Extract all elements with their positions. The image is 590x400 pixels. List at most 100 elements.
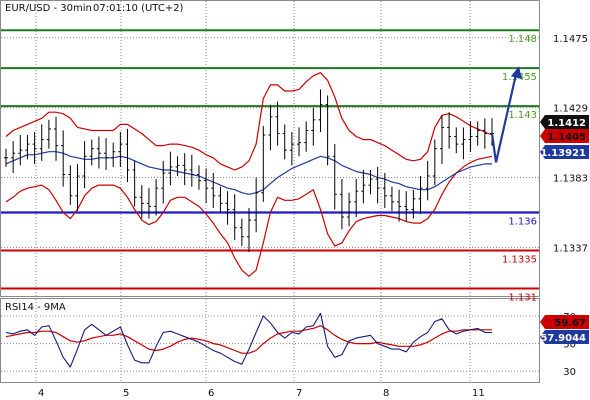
price-bar (118, 131, 123, 167)
price-bar (239, 218, 244, 246)
price-bar (154, 179, 159, 216)
price-bar (182, 153, 187, 186)
price-bar (432, 139, 437, 186)
rsi-lines (5, 312, 492, 368)
level-label: 1.136 (508, 216, 537, 227)
price-bar (3, 148, 9, 167)
price-bar (475, 121, 480, 146)
price-bar (397, 189, 402, 222)
price-bar (318, 89, 323, 132)
rsi-panel-title: RSI14 - 9MA (5, 302, 66, 313)
price-bar (339, 179, 344, 230)
x-tick-label: 5 (123, 388, 129, 399)
price-bar (325, 95, 330, 166)
price-bar (196, 165, 201, 190)
price-bar (225, 191, 230, 225)
price-bar (189, 154, 194, 187)
price-bar (146, 188, 151, 219)
rsi-tick-label: 30 (563, 367, 576, 378)
price-bar (254, 177, 259, 233)
svg-text:57.9044: 57.9044 (540, 333, 586, 344)
price-bar (418, 176, 423, 215)
x-tick-label: 6 (208, 388, 214, 399)
level-label: 1.143 (508, 110, 537, 121)
price-bar (125, 128, 130, 183)
price-bar (46, 119, 51, 149)
bollinger-upper-line (5, 72, 493, 171)
price-tag: 1.1412 (540, 115, 589, 129)
price-tick-label: 1.1337 (553, 243, 588, 254)
ma-tag: 1.13921 (540, 145, 589, 159)
price-bar (96, 136, 101, 169)
price-bar (82, 141, 87, 189)
rsi-tag: 57.9044 (540, 330, 589, 344)
price-bar (232, 194, 237, 240)
price-bar (347, 192, 352, 227)
price-bar (368, 169, 373, 195)
x-tick-label: 11 (472, 388, 485, 399)
price-bar (268, 104, 273, 151)
price-bar (382, 172, 387, 208)
price-bar (311, 107, 316, 146)
price-bar (447, 112, 452, 149)
price-tick-label: 1.1383 (553, 174, 588, 185)
price-bar (246, 207, 252, 252)
price-bar (439, 115, 444, 164)
price-bar (297, 127, 302, 157)
svg-text:59.67: 59.67 (554, 318, 586, 329)
price-bar (289, 131, 294, 166)
price-bar (18, 135, 23, 166)
price-bar (139, 185, 144, 219)
price-bar (282, 124, 287, 160)
price-bar (482, 118, 487, 149)
price-bar (204, 168, 209, 204)
price-bar (211, 172, 216, 208)
price-bar (275, 101, 280, 146)
bollinger-bands (5, 72, 493, 277)
price-tick-label: 1.1475 (553, 34, 588, 45)
price-bar (11, 141, 16, 173)
price-bar (54, 116, 59, 161)
price-bar (411, 189, 416, 219)
bollinger-tag: 1.1405 (540, 129, 589, 143)
price-bar (61, 130, 66, 187)
price-bar (104, 138, 109, 170)
price-bar (361, 169, 366, 204)
price-bar (168, 151, 173, 186)
price-bar (454, 127, 459, 154)
price-bar (218, 186, 223, 213)
rsi-line (5, 312, 492, 368)
rsi-panel-frame (0, 298, 540, 383)
moving-average-line (5, 151, 492, 195)
price-bar (161, 160, 166, 204)
price-bar (68, 165, 73, 205)
chart-timestamp: 07:01:10 (UTC+2) (93, 3, 184, 14)
level-label: 1.131 (508, 292, 537, 303)
price-bar (354, 179, 359, 218)
rsi-ma-tag: 59.67 (540, 315, 589, 329)
x-tick-label: 8 (383, 388, 389, 399)
price-bar (425, 160, 430, 201)
price-bar (111, 142, 116, 167)
price-bar (375, 166, 380, 204)
price-bar (261, 125, 266, 202)
price-bar (404, 191, 409, 222)
price-bar (25, 135, 30, 160)
price-bar (332, 144, 337, 210)
price-bar (304, 121, 309, 152)
price-bar (132, 160, 137, 207)
price-bar (32, 131, 37, 164)
forecast-arrow-head (511, 66, 522, 80)
x-tick-label: 7 (296, 388, 302, 399)
level-label: 1.148 (508, 34, 537, 45)
price-bar (175, 156, 180, 177)
level-label: 1.1335 (502, 254, 537, 265)
x-tick-label: 4 (38, 388, 44, 399)
forecast-arrow (490, 66, 522, 163)
price-tick-label: 1.1429 (553, 104, 588, 115)
bollinger-lower-line (5, 155, 493, 277)
price-bar (39, 124, 44, 161)
